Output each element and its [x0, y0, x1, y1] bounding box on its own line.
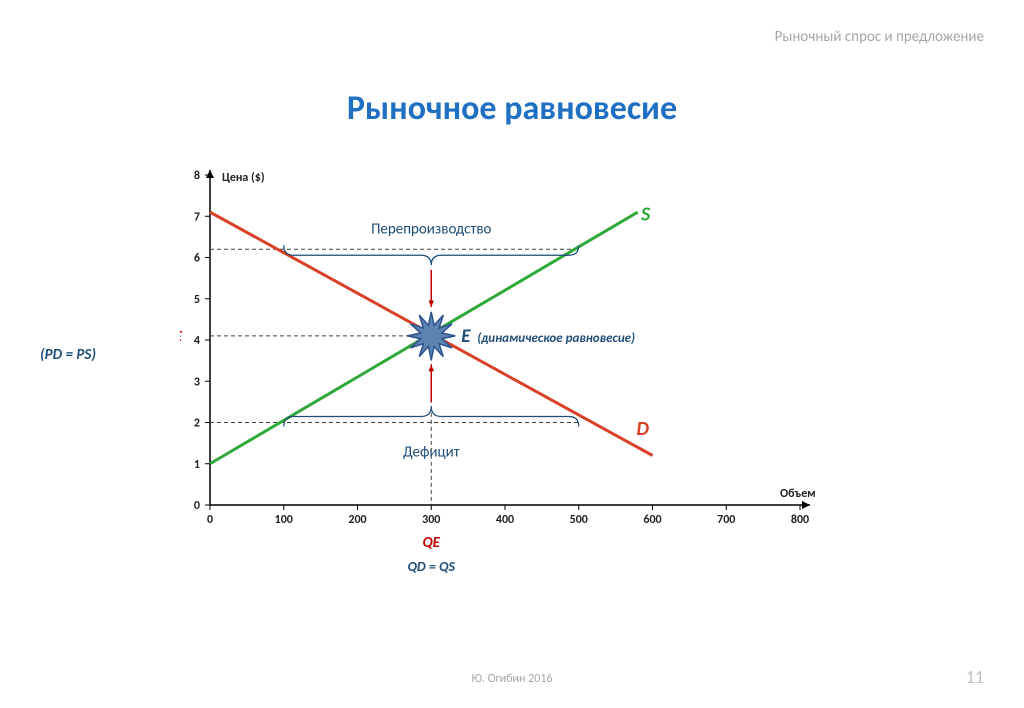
svg-text:0: 0	[194, 499, 200, 513]
svg-text:PE: PE	[180, 328, 183, 346]
svg-text:Перепроизводство: Перепроизводство	[371, 220, 491, 238]
svg-text:2: 2	[194, 417, 200, 431]
svg-text:500: 500	[570, 513, 588, 527]
footer-author: Ю. Огибин 2016	[0, 672, 1024, 686]
svg-text:3: 3	[194, 375, 200, 389]
svg-text:D: D	[636, 417, 649, 441]
svg-text:(динамическое равновесие): (динамическое равновесие)	[477, 331, 635, 346]
page-number: 11	[966, 666, 984, 688]
svg-text:800: 800	[791, 513, 809, 527]
svg-text:Дефицит: Дефицит	[403, 444, 460, 462]
svg-text:Объем: Объем	[780, 487, 816, 501]
page-title: Рыночное равновесие	[0, 88, 1024, 129]
pd-ps-label: (PD = PS)	[40, 346, 96, 364]
svg-text:700: 700	[717, 513, 735, 527]
svg-text:S: S	[640, 202, 651, 226]
svg-text:6: 6	[194, 252, 200, 266]
svg-text:400: 400	[496, 513, 514, 527]
svg-text:600: 600	[643, 513, 661, 527]
svg-text:200: 200	[348, 513, 366, 527]
svg-text:4: 4	[194, 334, 200, 348]
equilibrium-chart: 0 100 200 300 400 500 600 700 800 0 1 2 3 4 5 6 7 8 Цена (…	[180, 165, 820, 585]
svg-text:5: 5	[194, 293, 200, 307]
svg-text:1: 1	[194, 458, 200, 472]
svg-text:Цена ($): Цена ($)	[222, 171, 265, 185]
svg-text:E: E	[461, 325, 471, 348]
svg-text:300: 300	[422, 513, 440, 527]
header-section: Рыночный спрос и предложение	[775, 28, 984, 46]
svg-text:QE: QE	[423, 534, 441, 552]
svg-text:8: 8	[194, 169, 200, 183]
svg-text:QD = QS: QD = QS	[407, 558, 455, 575]
svg-text:7: 7	[194, 210, 200, 224]
svg-text:0: 0	[207, 513, 213, 527]
svg-text:100: 100	[275, 513, 293, 527]
